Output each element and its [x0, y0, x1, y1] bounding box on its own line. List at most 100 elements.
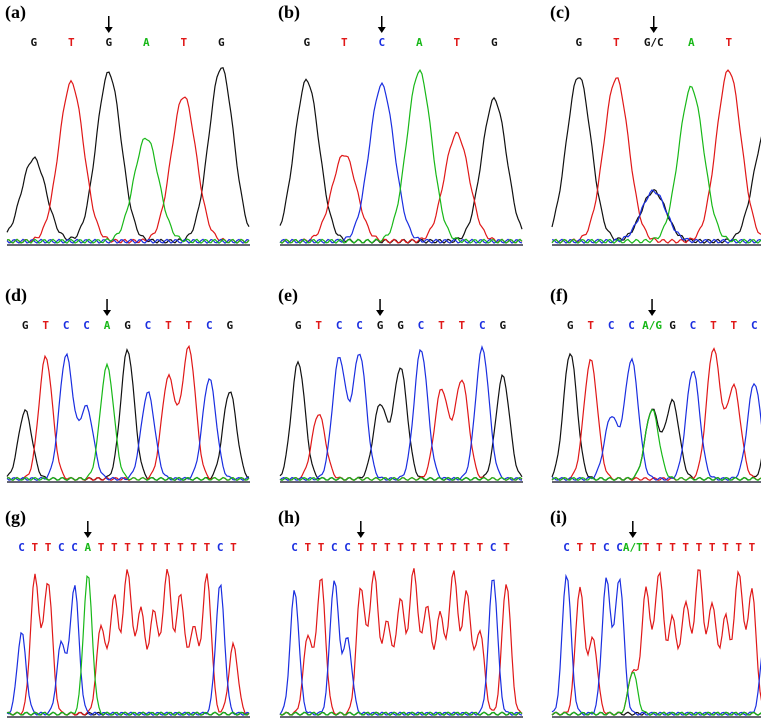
trace	[551, 671, 761, 716]
base-call: G	[499, 319, 506, 332]
trace	[279, 69, 523, 244]
base-call: G	[226, 319, 233, 332]
base-call: T	[722, 541, 729, 554]
base-call: T	[669, 541, 676, 554]
trace	[279, 568, 523, 716]
base-call: C	[418, 319, 425, 332]
trace	[279, 360, 523, 481]
base-call: T	[463, 541, 470, 554]
base-call: G	[669, 319, 676, 332]
base-call: G	[397, 319, 404, 332]
panel-label: (g)	[5, 507, 26, 528]
base-call: T	[656, 541, 663, 554]
base-call: G	[22, 319, 29, 332]
panel-label: (d)	[5, 285, 27, 306]
trace	[6, 568, 250, 716]
base-call: T	[384, 541, 391, 554]
base-call: T	[682, 541, 689, 554]
trace	[551, 408, 761, 481]
base-call: T	[731, 319, 738, 332]
base-call: A/G	[642, 319, 662, 332]
base-call: T	[180, 36, 187, 49]
base-call: G/C	[644, 36, 664, 49]
trace	[6, 344, 250, 481]
base-call: T	[305, 541, 312, 554]
base-call: C	[83, 319, 90, 332]
base-call: C	[751, 319, 758, 332]
arrow-head	[104, 27, 113, 33]
base-call: T	[42, 319, 49, 332]
base-call: T	[230, 541, 237, 554]
base-call: C	[490, 541, 497, 554]
arrow-head	[376, 310, 385, 316]
base-call: T	[749, 541, 756, 554]
base-call: T	[735, 541, 742, 554]
base-call: T	[124, 541, 131, 554]
trace	[6, 66, 250, 244]
arrow-head	[83, 532, 92, 538]
base-call: T	[477, 541, 484, 554]
arrow-head	[377, 27, 386, 33]
base-call: C	[206, 319, 213, 332]
base-call: C	[336, 319, 343, 332]
base-call: G	[567, 319, 574, 332]
base-call: T	[438, 319, 445, 332]
base-call: G	[377, 319, 384, 332]
trace	[551, 69, 761, 244]
base-call: T	[111, 541, 118, 554]
trace	[551, 569, 761, 716]
chromatogram-panel: (d)G T C C A G C T T C G	[5, 285, 250, 483]
panel-label: (c)	[550, 2, 570, 23]
base-call: C	[145, 319, 152, 332]
base-call: G	[491, 36, 498, 49]
base-call: C	[479, 319, 486, 332]
base-call: T	[204, 541, 211, 554]
panel-label: (h)	[278, 507, 300, 528]
base-call: C	[63, 319, 70, 332]
base-call: T	[32, 541, 39, 554]
chromatogram-panel: (e)G T C C G G C T T C G	[278, 285, 523, 483]
base-call: A	[143, 36, 150, 49]
base-call: C	[344, 541, 351, 554]
base-call: T	[68, 36, 75, 49]
base-call: A	[84, 541, 91, 554]
base-call: C	[217, 541, 224, 554]
base-call: C	[628, 319, 635, 332]
base-call: T	[450, 541, 457, 554]
panel-label: (i)	[550, 507, 567, 528]
base-call: A/T	[623, 541, 643, 554]
trace	[6, 137, 250, 244]
trace	[6, 352, 250, 481]
base-call: A	[104, 319, 111, 332]
trace	[6, 574, 250, 716]
base-call: G	[218, 36, 225, 49]
trace	[6, 347, 250, 481]
trace	[279, 81, 523, 244]
base-call: T	[643, 541, 650, 554]
base-call: T	[613, 36, 620, 49]
base-call: G	[575, 36, 582, 49]
panel-label: (e)	[278, 285, 298, 306]
arrow-head	[648, 310, 657, 316]
base-call: C	[563, 541, 570, 554]
base-call: T	[151, 541, 158, 554]
base-call: T	[137, 541, 144, 554]
base-call: T	[424, 541, 431, 554]
trace	[279, 78, 523, 244]
base-call: T	[437, 541, 444, 554]
trace	[279, 345, 523, 481]
base-call: T	[98, 541, 105, 554]
base-call: T	[318, 541, 325, 554]
base-call: T	[453, 36, 460, 49]
base-call: C	[378, 36, 385, 49]
base-call: C	[71, 541, 78, 554]
trace	[279, 476, 523, 481]
arrow-head	[103, 310, 112, 316]
base-call: T	[410, 541, 417, 554]
chromatogram-panel: (a) G T G A T G	[5, 2, 250, 246]
trace	[551, 189, 761, 244]
base-call: T	[341, 36, 348, 49]
